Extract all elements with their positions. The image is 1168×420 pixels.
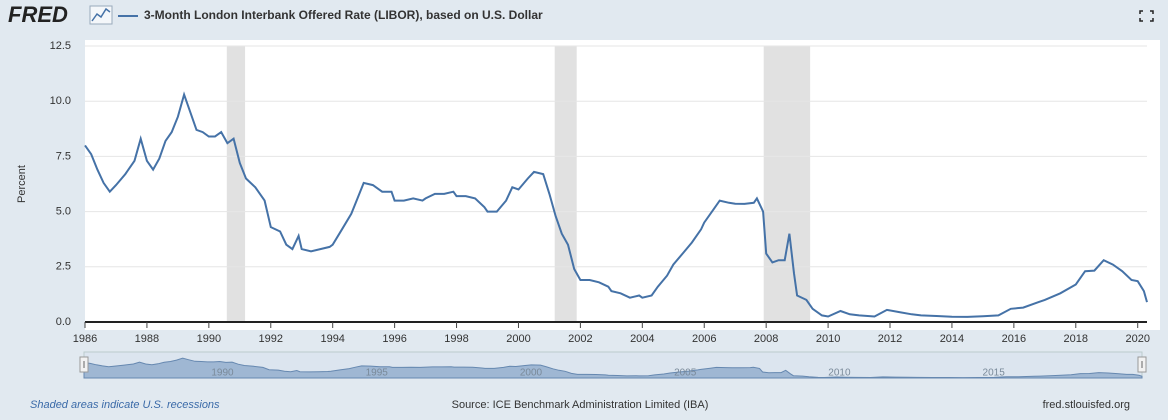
x-tick-label: 2004 (630, 333, 654, 345)
brand-icon (89, 5, 113, 25)
x-tick-label: 2008 (754, 333, 778, 345)
recession-band (226, 46, 246, 322)
y-tick-label: 12.5 (50, 40, 71, 52)
navigator-tick-label: 2000 (520, 368, 543, 379)
x-tick-label: 2016 (1002, 333, 1026, 345)
navigator-tick-label: 1990 (211, 368, 234, 379)
navigator-tick-label: 2010 (828, 368, 851, 379)
x-tick-label: 1988 (135, 333, 159, 345)
navigator-handle[interactable] (1137, 356, 1147, 373)
y-tick-label: 10.0 (50, 95, 71, 107)
navigator-tick-label: 2005 (674, 368, 697, 379)
y-tick-label: 0.0 (56, 316, 71, 328)
x-tick-label: 1994 (320, 333, 344, 345)
x-tick-label: 2010 (816, 333, 840, 345)
x-tick-label: 2020 (1125, 333, 1149, 345)
x-tick-label: 2002 (568, 333, 592, 345)
x-tick-label: 1998 (444, 333, 468, 345)
plot-background (85, 40, 1160, 330)
brand: FRED (8, 2, 68, 27)
y-axis-label: Percent (16, 165, 28, 203)
x-tick-label: 1990 (197, 333, 221, 345)
y-tick-label: 2.5 (56, 261, 71, 273)
x-tick-label: 2018 (1064, 333, 1088, 345)
source: Source: ICE Benchmark Administration Lim… (452, 399, 709, 411)
navigator-handle[interactable] (79, 356, 89, 373)
data-line (84, 91, 1148, 318)
navigator-tick-label: 2015 (983, 368, 1006, 379)
recession-band (554, 46, 577, 322)
navigator-area (83, 357, 1143, 379)
expand-icon[interactable] (1139, 10, 1154, 22)
x-tick-label: 2006 (692, 333, 716, 345)
y-tick-label: 7.5 (56, 150, 71, 162)
legend-label: 3-Month London Interbank Offered Rate (L… (144, 8, 543, 22)
recession-band (763, 46, 811, 322)
x-tick-label: 2014 (940, 333, 964, 345)
x-tick-label: 1992 (259, 333, 283, 345)
navigator-tick-label: 1995 (366, 368, 389, 379)
x-tick-label: 1996 (382, 333, 406, 345)
y-tick-label: 5.0 (56, 206, 71, 218)
x-tick-label: 2012 (878, 333, 902, 345)
site: fred.stlouisfed.org (1043, 399, 1130, 411)
x-tick-label: 2000 (506, 333, 530, 345)
x-tick-label: 1986 (73, 333, 97, 345)
recession-note[interactable]: Shaded areas indicate U.S. recessions (30, 399, 220, 411)
